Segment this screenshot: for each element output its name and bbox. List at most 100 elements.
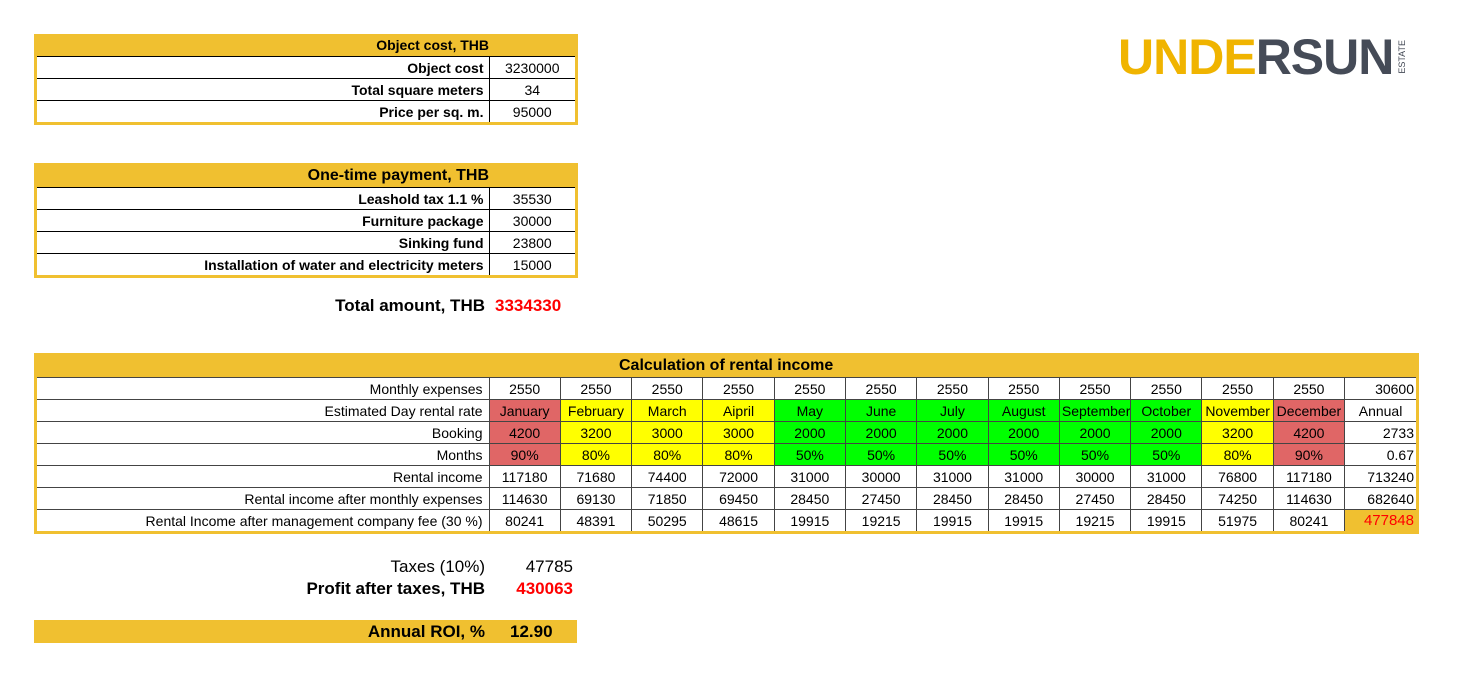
row-label: Object cost: [37, 56, 490, 79]
annual-cell: 2733: [1344, 421, 1416, 444]
one-time-title: One-time payment, THB: [34, 163, 578, 187]
total-amount-value: 3334330: [495, 296, 562, 315]
month-cell: 48391: [559, 509, 633, 531]
month-cell: 50%: [773, 443, 846, 466]
row-value: 35530: [488, 187, 575, 210]
table-row: Price per sq. m. 95000: [37, 100, 575, 122]
month-cell: 19915: [987, 509, 1060, 531]
month-cell: 80%: [559, 443, 633, 466]
month-cell: 50%: [916, 443, 989, 466]
row-label: Furniture package: [37, 209, 490, 232]
table-row: Total square meters 34: [37, 78, 575, 101]
month-cell: 27450: [844, 487, 918, 510]
row-label: Booking: [37, 421, 490, 444]
annual-roi-bar: Annual ROI, % 12.90: [34, 620, 577, 643]
month-cell: 74400: [631, 465, 704, 488]
table-row: Rental Income after management company f…: [37, 509, 1416, 531]
month-cell: 2550: [631, 377, 704, 400]
month-cell: 2550: [1058, 377, 1132, 400]
month-cell: 90%: [488, 443, 561, 466]
row-value: 3230000: [488, 56, 575, 79]
row-label: Installation of water and electricity me…: [37, 253, 490, 275]
table-row: Booking 4200 3200 3000 3000 2000 2000 2000 2000 2…: [37, 421, 1416, 444]
month-cell: 28450: [987, 487, 1060, 510]
month-cell: 80%: [1201, 443, 1274, 466]
table-row: Estimated Day rental rate January February…: [37, 399, 1416, 422]
month-cell: 71850: [631, 487, 704, 510]
month-cell: 114630: [488, 487, 561, 510]
month-cell: 2000: [773, 421, 846, 444]
month-cell: 2550: [1201, 377, 1274, 400]
rental-income-table: Calculation of rental income Monthly exp…: [34, 353, 1419, 534]
row-label: Estimated Day rental rate: [37, 399, 490, 422]
row-label: Rental Income after management company f…: [37, 509, 490, 531]
logo-subtext: ESTATE: [1397, 40, 1408, 74]
row-label: Sinking fund: [37, 231, 490, 254]
month-cell: 117180: [1272, 465, 1346, 488]
annual-cell: 713240: [1344, 465, 1416, 488]
month-cell: 2550: [916, 377, 989, 400]
table-row: Object cost 3230000: [37, 56, 575, 79]
month-cell: 2000: [1058, 421, 1132, 444]
month-cell: 30000: [1058, 465, 1132, 488]
annual-cell: 0.67: [1344, 443, 1416, 466]
annual-cell: 682640: [1344, 487, 1416, 510]
month-cell: 69450: [702, 487, 775, 510]
month-cell: 31000: [987, 465, 1060, 488]
table-row: Furniture package 30000: [37, 209, 575, 232]
row-value: 23800: [488, 231, 575, 254]
month-cell: 31000: [773, 465, 846, 488]
month-cell: 114630: [1272, 487, 1346, 510]
roi-value: 12.90: [510, 622, 553, 641]
taxes-value: 47785: [525, 557, 573, 576]
row-value: 15000: [488, 253, 575, 275]
roi-label: Annual ROI, %: [367, 622, 485, 641]
month-cell: 27450: [1058, 487, 1132, 510]
month-cell: 117180: [488, 465, 561, 488]
row-label: Months: [37, 443, 490, 466]
month-cell: May: [773, 399, 846, 422]
table-row: Rental income after monthly expenses 1146…: [37, 487, 1416, 510]
table-row: Rental income 117180 71680 74400 72000 31000 3…: [37, 465, 1416, 488]
month-cell: 19215: [844, 509, 918, 531]
month-cell: 80241: [1272, 509, 1346, 531]
month-cell: July: [916, 399, 989, 422]
row-value: 95000: [488, 100, 575, 122]
month-cell: March: [631, 399, 704, 422]
object-cost-table: Object cost, THB Object cost 3230000 Total…: [34, 34, 578, 125]
annual-cell: 30600: [1344, 377, 1416, 400]
month-cell: 3200: [559, 421, 633, 444]
month-cell: 4200: [488, 421, 561, 444]
month-cell: 50%: [1130, 443, 1203, 466]
month-cell: January: [488, 399, 561, 422]
month-cell: December: [1272, 399, 1346, 422]
month-cell: June: [844, 399, 918, 422]
month-cell: 19915: [916, 509, 989, 531]
one-time-payment-table: One-time payment, THB Leashold tax 1.1 %…: [34, 163, 578, 278]
month-cell: 19915: [773, 509, 846, 531]
month-cell: 72000: [702, 465, 775, 488]
row-value: 30000: [488, 209, 575, 232]
month-cell: 3000: [631, 421, 704, 444]
month-cell: 51975: [1201, 509, 1274, 531]
month-cell: 2550: [1272, 377, 1346, 400]
month-cell: 2550: [702, 377, 775, 400]
annual-cell: 477848: [1344, 509, 1416, 531]
total-amount-label: Total amount, THB: [335, 296, 485, 315]
month-cell: 3200: [1201, 421, 1274, 444]
month-cell: 50%: [987, 443, 1060, 466]
month-cell: September: [1058, 399, 1132, 422]
undersun-logo: UNDE RSUN ESTATE: [1118, 32, 1408, 82]
month-cell: November: [1201, 399, 1274, 422]
row-label: Rental income: [37, 465, 490, 488]
taxes-label: Taxes (10%): [390, 557, 485, 576]
month-cell: Aipril: [702, 399, 775, 422]
row-label: Total square meters: [37, 78, 490, 101]
month-cell: 69130: [559, 487, 633, 510]
month-cell: 28450: [773, 487, 846, 510]
profit-value: 430063: [516, 579, 573, 598]
month-cell: 74250: [1201, 487, 1274, 510]
table-row: Installation of water and electricity me…: [37, 253, 575, 275]
month-cell: 31000: [1130, 465, 1203, 488]
table-row: Months 90% 80% 80% 80% 50% 50% 50% 50% 50% 50% 80% 9…: [37, 443, 1416, 466]
